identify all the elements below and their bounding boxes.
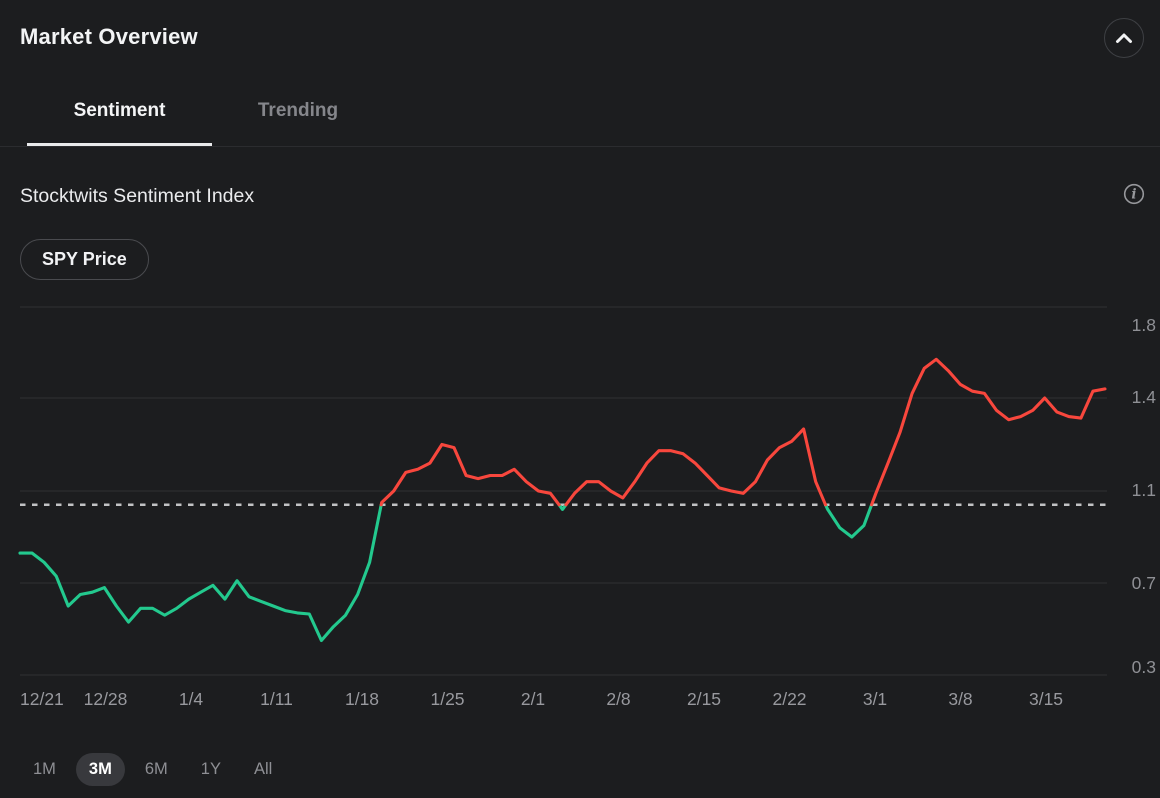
x-axis-label: 2/15 (686, 689, 722, 709)
tab-trending[interactable]: Trending (257, 100, 339, 121)
range-all[interactable]: All (253, 760, 273, 778)
x-axis-label: 12/28 (83, 689, 128, 709)
x-axis-label: 3/15 (1028, 689, 1064, 709)
y-axis-label: 1.1 (1131, 480, 1156, 500)
x-axis-label: 1/18 (344, 689, 380, 709)
tab-sentiment[interactable]: Sentiment (27, 95, 212, 146)
spy-price-chip[interactable]: SPY Price (20, 239, 149, 280)
x-axis-label: 1/4 (178, 689, 204, 709)
range-1y[interactable]: 1Y (200, 760, 221, 778)
x-axis-label: 12/21 (20, 689, 64, 709)
x-axis-label: 2/8 (606, 689, 631, 709)
x-axis-label: 3/1 (862, 689, 888, 709)
y-axis-label: 1.4 (1131, 387, 1156, 407)
range-6m[interactable]: 6M (144, 760, 168, 778)
y-axis-label: 0.7 (1131, 573, 1156, 593)
x-axis-label: 1/25 (430, 689, 465, 709)
tabs-divider (0, 146, 1160, 147)
collapse-button[interactable] (1104, 18, 1144, 58)
page-title: Market Overview (20, 24, 198, 49)
sentiment-line-below-threshold (18, 503, 874, 643)
chart-title: Stocktwits Sentiment Index (20, 185, 255, 207)
y-axis-label: 0.3 (1131, 657, 1156, 677)
svg-text:i: i (1131, 187, 1136, 203)
info-icon[interactable]: i (1123, 183, 1145, 205)
x-axis-label: 1/11 (260, 689, 293, 709)
range-selector: 1M 3M 6M 1Y All (20, 753, 285, 786)
chevron-up-icon (1110, 24, 1138, 52)
x-axis-label: 2/22 (772, 689, 807, 709)
x-axis-label: 2/1 (520, 689, 546, 709)
x-axis-label: 3/8 (948, 689, 973, 709)
range-3m[interactable]: 3M (75, 753, 125, 786)
sentiment-line-above-threshold (379, 357, 1107, 507)
range-1m[interactable]: 1M (33, 760, 56, 778)
y-axis-label: 1.8 (1131, 315, 1156, 335)
